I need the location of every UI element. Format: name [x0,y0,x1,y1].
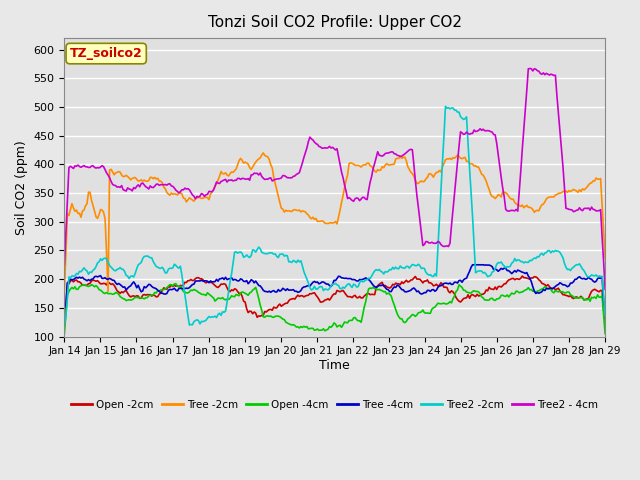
Text: TZ_soilco2: TZ_soilco2 [70,47,143,60]
Title: Tonzi Soil CO2 Profile: Upper CO2: Tonzi Soil CO2 Profile: Upper CO2 [208,15,462,30]
X-axis label: Time: Time [319,359,350,372]
Legend: Open -2cm, Tree -2cm, Open -4cm, Tree -4cm, Tree2 -2cm, Tree2 - 4cm: Open -2cm, Tree -2cm, Open -4cm, Tree -4… [67,396,603,414]
Y-axis label: Soil CO2 (ppm): Soil CO2 (ppm) [15,140,28,235]
